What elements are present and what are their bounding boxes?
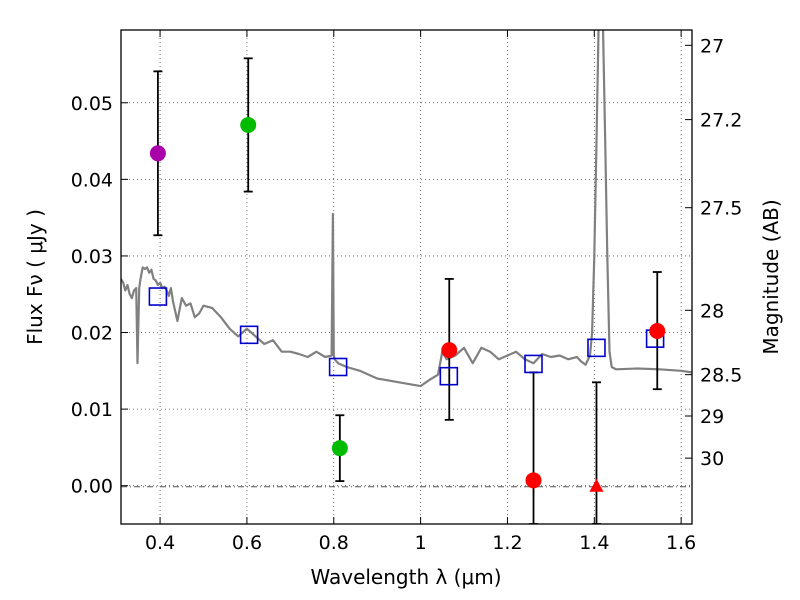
model-point — [524, 354, 543, 374]
data-point — [525, 472, 542, 489]
grid — [121, 30, 692, 524]
y-axis: 0.00 0.01 0.02 0.03 0.04 0.05 — [71, 93, 128, 498]
right-tick-label: 29 — [700, 406, 724, 428]
y-tick-label: 0.01 — [71, 399, 113, 421]
x-tick-label: 1.4 — [579, 532, 609, 554]
x-tick-label: 0.4 — [145, 532, 175, 554]
right-tick-label: 30 — [700, 448, 724, 470]
y-tick-label: 0.03 — [71, 246, 113, 268]
data-point — [149, 145, 166, 162]
model-point — [148, 287, 168, 306]
model-point — [587, 338, 606, 358]
data-point — [649, 322, 666, 339]
y-tick-label: 0.04 — [71, 169, 113, 191]
data-point — [441, 342, 458, 359]
x-tick-label: 1.6 — [666, 532, 696, 554]
data-point — [240, 116, 257, 133]
model-point — [439, 366, 459, 386]
x-tick-label: 1.2 — [492, 532, 522, 554]
sed-line — [121, 30, 692, 388]
data-point — [331, 440, 348, 457]
x-axis: 0.4 0.6 0.8 1 1.2 1.4 1.6 — [145, 30, 696, 554]
plot-area — [121, 30, 692, 524]
model-point — [328, 357, 348, 377]
right-tick-label: 27 — [700, 35, 724, 57]
right-tick-label: 27.2 — [700, 110, 742, 132]
y-tick-label: 0.05 — [71, 93, 113, 115]
right-axis: 27 27.2 27.5 28 28.5 29 30 — [685, 35, 742, 470]
right-tick-label: 28.5 — [700, 365, 742, 387]
y-tick-label: 0.00 — [71, 476, 113, 498]
plot-frame — [120, 29, 693, 525]
x-axis-label: Wavelength λ (μm) — [310, 565, 501, 589]
x-tick-label: 0.8 — [319, 532, 349, 554]
upper-limit-point — [589, 478, 604, 492]
y-axis-label: Flux Fν ( μJy ) — [23, 209, 47, 345]
right-axis-label: Magnitude (AB) — [759, 199, 783, 354]
y-tick-label: 0.02 — [71, 323, 113, 345]
x-tick-label: 0.6 — [232, 532, 262, 554]
x-tick-label: 1 — [415, 532, 427, 554]
right-tick-label: 28 — [700, 300, 724, 322]
right-tick-label: 27.5 — [700, 198, 742, 220]
model-point — [239, 325, 259, 345]
